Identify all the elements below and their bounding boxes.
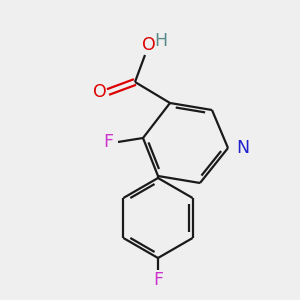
Text: H: H [154, 32, 168, 50]
Text: O: O [93, 83, 107, 101]
Text: N: N [236, 139, 249, 157]
Text: F: F [103, 133, 113, 151]
Text: O: O [142, 36, 156, 54]
Text: F: F [153, 271, 163, 289]
